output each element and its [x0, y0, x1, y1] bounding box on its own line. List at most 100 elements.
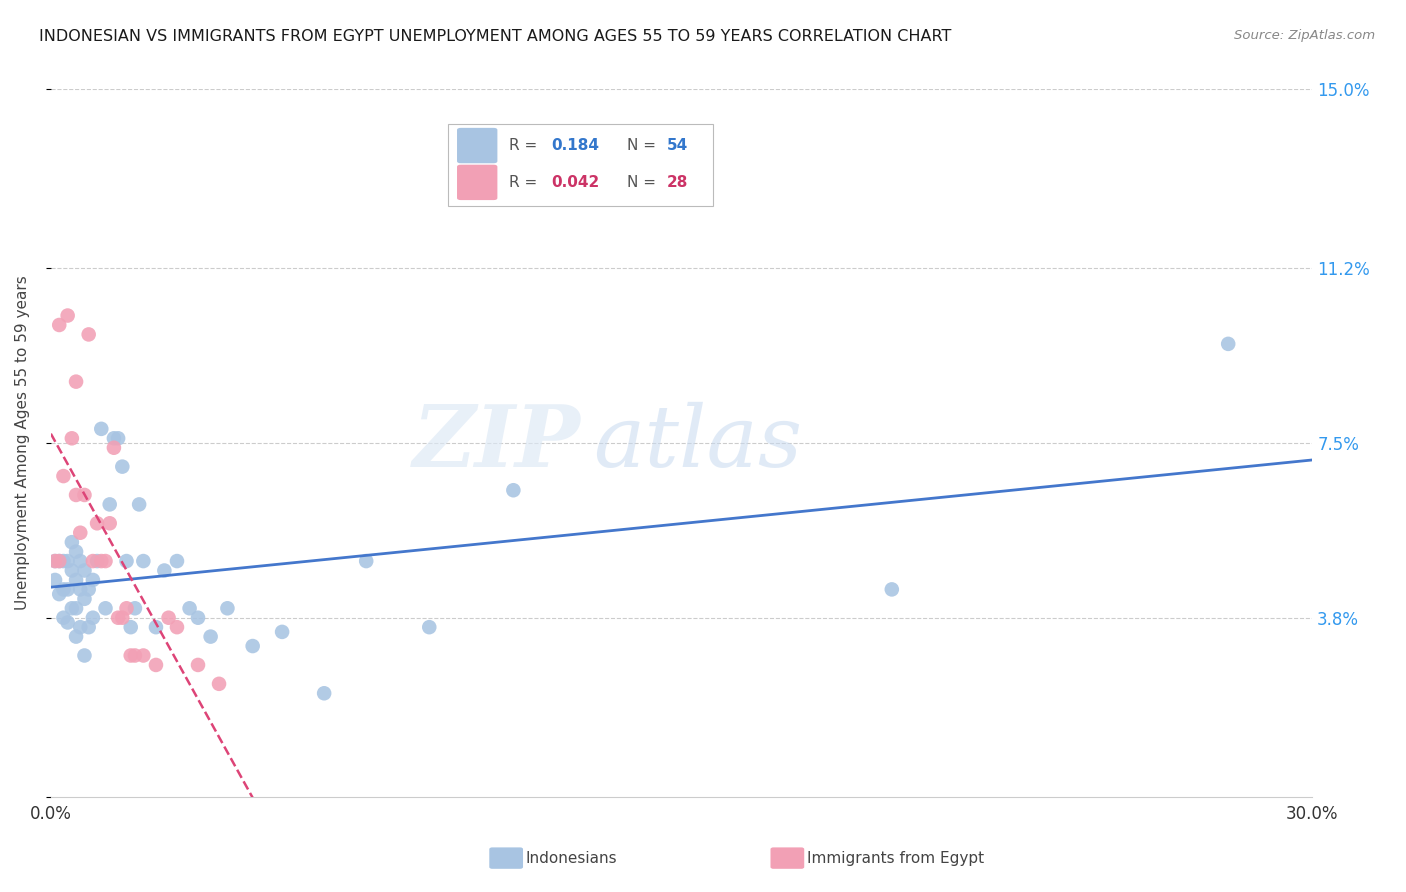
Point: [157, 611, 180, 625]
Point: [65, 488, 87, 502]
Point: [187, 611, 209, 625]
Point: [418, 620, 440, 634]
Point: [65, 544, 87, 558]
Point: [60, 564, 83, 578]
Point: [200, 630, 222, 644]
Point: [52, 582, 75, 597]
Point: [115, 554, 138, 568]
Point: [56, 582, 79, 597]
Point: [120, 648, 142, 663]
Point: [98, 516, 121, 531]
Point: [69, 525, 91, 540]
Point: [48, 554, 70, 568]
Y-axis label: Unemployment Among Ages 55 to 59 years: Unemployment Among Ages 55 to 59 years: [15, 276, 30, 610]
Point: [208, 677, 231, 691]
Text: R =: R =: [509, 175, 537, 190]
Point: [115, 601, 138, 615]
FancyBboxPatch shape: [449, 124, 713, 206]
Point: [107, 431, 129, 445]
Point: [60, 601, 83, 615]
Point: [132, 554, 155, 568]
Point: [145, 620, 167, 634]
Point: [271, 624, 294, 639]
Point: [56, 309, 79, 323]
Text: ZIP: ZIP: [413, 401, 581, 484]
Point: [880, 582, 903, 597]
Point: [132, 648, 155, 663]
Point: [77, 620, 100, 634]
Point: [44, 573, 66, 587]
Point: [90, 554, 112, 568]
Point: [73, 564, 96, 578]
Point: [314, 686, 336, 700]
Point: [124, 601, 146, 615]
FancyBboxPatch shape: [457, 128, 498, 163]
Point: [48, 318, 70, 332]
Point: [69, 582, 91, 597]
Text: 28: 28: [666, 175, 688, 190]
Point: [82, 611, 104, 625]
Point: [111, 459, 134, 474]
Point: [86, 554, 108, 568]
Point: [65, 630, 87, 644]
Point: [60, 431, 83, 445]
Point: [82, 573, 104, 587]
Point: [56, 615, 79, 630]
Text: atlas: atlas: [593, 401, 803, 484]
Text: 0.184: 0.184: [551, 138, 599, 153]
Text: Source: ZipAtlas.com: Source: ZipAtlas.com: [1234, 29, 1375, 42]
Point: [73, 591, 96, 606]
Point: [44, 554, 66, 568]
Text: R =: R =: [509, 138, 537, 153]
Text: N =: N =: [627, 138, 657, 153]
Point: [98, 497, 121, 511]
Point: [94, 601, 117, 615]
Text: Indonesians: Indonesians: [526, 851, 617, 865]
Point: [153, 564, 176, 578]
Point: [103, 441, 125, 455]
Point: [179, 601, 201, 615]
Point: [103, 431, 125, 445]
Point: [73, 648, 96, 663]
Point: [120, 620, 142, 634]
Point: [354, 554, 377, 568]
Point: [52, 469, 75, 483]
Point: [166, 620, 188, 634]
FancyBboxPatch shape: [457, 165, 498, 200]
Point: [56, 554, 79, 568]
Point: [107, 611, 129, 625]
Point: [77, 582, 100, 597]
Point: [166, 554, 188, 568]
Point: [77, 327, 100, 342]
Point: [65, 601, 87, 615]
Point: [111, 611, 134, 625]
Point: [73, 488, 96, 502]
Point: [94, 554, 117, 568]
Point: [187, 657, 209, 672]
Point: [52, 611, 75, 625]
Text: 0.042: 0.042: [551, 175, 600, 190]
Point: [48, 554, 70, 568]
Text: N =: N =: [627, 175, 657, 190]
Point: [69, 620, 91, 634]
Text: 54: 54: [666, 138, 688, 153]
Point: [124, 648, 146, 663]
Point: [44, 554, 66, 568]
Point: [69, 554, 91, 568]
Point: [52, 554, 75, 568]
Point: [242, 639, 264, 653]
Point: [48, 587, 70, 601]
Point: [65, 573, 87, 587]
Point: [82, 554, 104, 568]
Point: [145, 657, 167, 672]
Point: [128, 497, 150, 511]
Text: Immigrants from Egypt: Immigrants from Egypt: [807, 851, 984, 865]
Point: [86, 516, 108, 531]
Point: [65, 375, 87, 389]
Text: INDONESIAN VS IMMIGRANTS FROM EGYPT UNEMPLOYMENT AMONG AGES 55 TO 59 YEARS CORRE: INDONESIAN VS IMMIGRANTS FROM EGYPT UNEM…: [39, 29, 952, 44]
Point: [90, 422, 112, 436]
Point: [60, 535, 83, 549]
Point: [502, 483, 524, 498]
Point: [1218, 337, 1240, 351]
Point: [217, 601, 239, 615]
